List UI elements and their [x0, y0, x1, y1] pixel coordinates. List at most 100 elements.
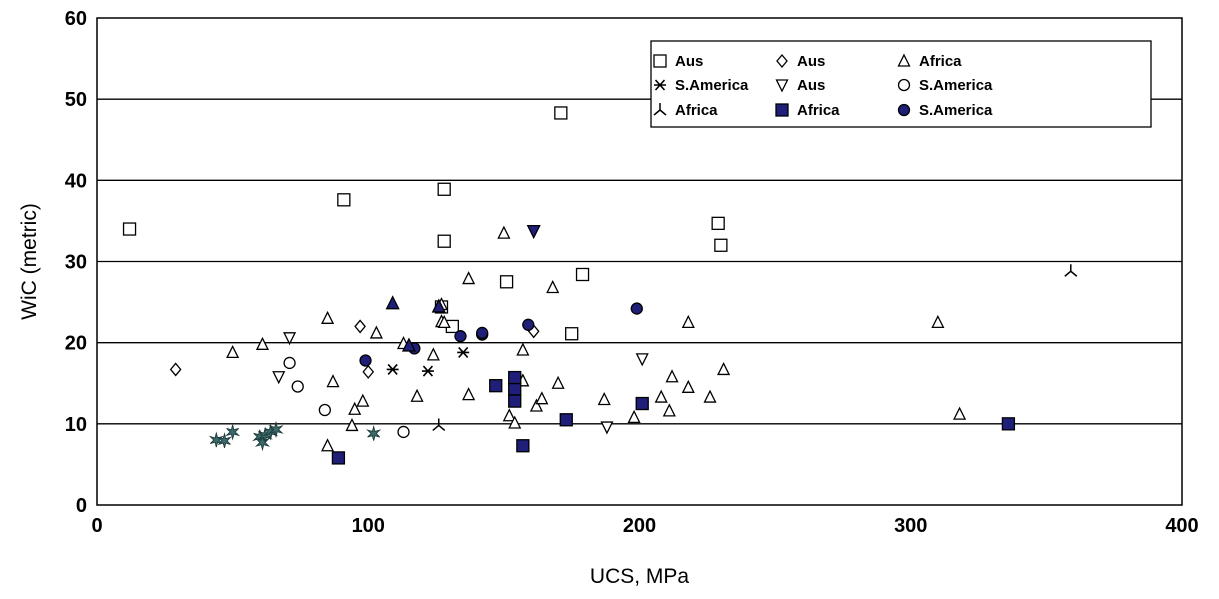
y-tick-label: 20	[65, 333, 87, 355]
data-point	[489, 379, 503, 393]
data-point	[437, 234, 451, 248]
data-point	[600, 421, 614, 435]
data-point	[499, 275, 514, 289]
data-point	[326, 374, 340, 388]
legend-label: S.America	[675, 77, 749, 94]
gridlines	[97, 98, 1182, 425]
legend-label: Aus	[797, 53, 825, 70]
data-point	[476, 326, 489, 340]
x-tick-label: 0	[91, 515, 102, 537]
data-point	[635, 396, 649, 411]
data-point	[516, 439, 530, 453]
legend-marker	[653, 54, 667, 68]
data-point	[397, 425, 410, 439]
legend-marker	[775, 79, 789, 93]
data-point	[421, 365, 434, 377]
data-points	[122, 106, 1078, 465]
legend: Aus S.America Africa Aus Aus Aus Africa Africa A…	[650, 0, 1152, 128]
data-point	[255, 336, 270, 350]
legend-marker	[897, 53, 911, 67]
data-point	[291, 380, 304, 393]
data-point	[508, 394, 522, 408]
data-point	[283, 356, 296, 370]
data-point	[665, 369, 679, 383]
data-point	[559, 413, 573, 427]
data-point	[457, 346, 470, 358]
data-point	[359, 354, 372, 367]
y-tick-label: 30	[65, 252, 87, 274]
data-point	[254, 433, 271, 452]
data-point	[268, 420, 284, 439]
data-point	[169, 362, 182, 377]
y-axis-title: WiC (metric)	[18, 203, 41, 320]
x-axis-title: UCS, MPa	[590, 565, 690, 588]
legend-label: S.America	[919, 0, 993, 4]
data-point	[502, 408, 516, 422]
data-point	[717, 361, 731, 376]
data-point	[508, 415, 522, 429]
data-point	[565, 327, 579, 341]
y-tick-label: 50	[65, 89, 87, 111]
data-point	[516, 342, 530, 356]
data-point	[1001, 417, 1016, 431]
data-point	[662, 403, 676, 417]
legend-label: Africa	[797, 102, 840, 119]
data-point	[508, 370, 522, 385]
data-point	[953, 406, 967, 420]
data-point	[345, 418, 359, 432]
data-point	[551, 375, 565, 389]
legend-label: Africa	[797, 0, 840, 4]
data-point	[410, 388, 424, 402]
y-tick-label: 40	[65, 170, 87, 192]
data-point	[711, 216, 725, 231]
data-point	[331, 451, 346, 465]
data-point	[283, 332, 297, 346]
legend-marker	[654, 79, 666, 91]
legend-marker	[897, 78, 911, 92]
data-point	[366, 424, 382, 441]
data-point	[931, 314, 945, 329]
data-point	[437, 314, 451, 329]
y-tick-label: 60	[65, 8, 87, 30]
data-point	[522, 318, 535, 331]
data-point	[597, 392, 611, 406]
legend-label: S.America	[919, 102, 993, 119]
data-point	[462, 387, 476, 401]
legend-label: Aus	[675, 53, 703, 70]
data-point	[635, 353, 649, 367]
legend-label: Aus	[797, 77, 825, 94]
legend-label: Africa	[675, 102, 718, 119]
data-point	[321, 310, 335, 324]
data-point	[208, 431, 224, 448]
y-tick-label: 0	[76, 495, 87, 517]
y-tick-label: 10	[65, 414, 87, 436]
data-point	[369, 325, 383, 339]
data-point	[454, 330, 467, 343]
data-point	[354, 319, 366, 334]
data-point	[431, 298, 446, 313]
data-point	[546, 280, 560, 294]
data-point	[362, 364, 375, 379]
data-point	[575, 267, 590, 282]
legend-label: Africa	[919, 53, 962, 70]
data-point	[226, 344, 240, 359]
data-point	[437, 182, 451, 196]
legend-marker	[776, 53, 788, 69]
x-tick-label: 200	[623, 515, 656, 537]
data-point	[529, 398, 543, 412]
plot-area	[96, 17, 1183, 506]
data-point	[681, 314, 695, 329]
data-point	[627, 409, 641, 423]
data-point	[681, 379, 695, 393]
data-point	[714, 238, 728, 252]
data-point	[337, 193, 351, 207]
x-tick-label: 300	[894, 515, 927, 537]
data-point	[554, 106, 568, 120]
data-point	[348, 401, 362, 415]
legend-label: S.America	[919, 77, 993, 94]
x-tick-label: 100	[352, 515, 385, 537]
data-point	[535, 391, 549, 405]
data-point	[497, 225, 511, 239]
data-point	[630, 302, 643, 315]
legend-marker	[653, 103, 667, 116]
